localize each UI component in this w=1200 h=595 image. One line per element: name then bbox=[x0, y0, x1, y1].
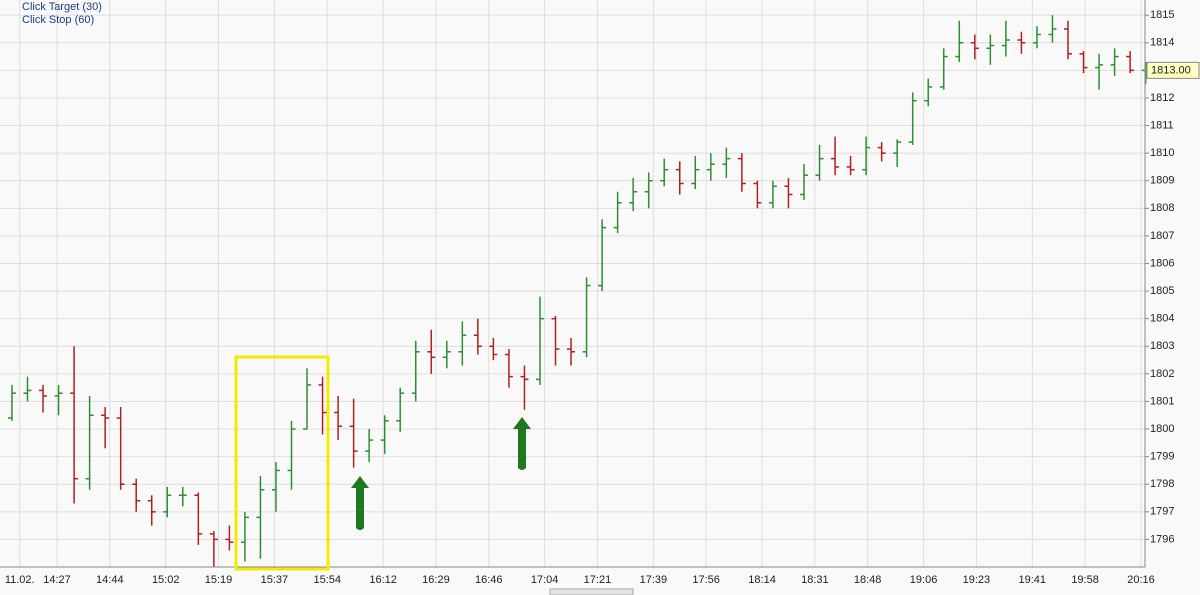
y-tick-label: 1800 bbox=[1150, 423, 1174, 435]
x-tick-label: 17:56 bbox=[692, 574, 720, 586]
x-tick-label: 17:39 bbox=[640, 574, 668, 586]
grid bbox=[0, 0, 1145, 567]
x-tick-label: 19:41 bbox=[1019, 574, 1047, 586]
legend-entry: Click Stop (60) bbox=[22, 14, 94, 26]
highlight-box bbox=[234, 355, 330, 571]
x-tick-label: 15:19 bbox=[205, 574, 233, 586]
scrollbar[interactable] bbox=[549, 588, 634, 595]
x-tick-label: 19:58 bbox=[1071, 574, 1099, 586]
x-tick-label: 11.02. bbox=[5, 574, 35, 586]
legend-entry: Click Target (30) bbox=[22, 1, 102, 13]
bars bbox=[7, 15, 1150, 567]
arrow bbox=[351, 476, 369, 530]
last-price-box bbox=[1146, 61, 1200, 79]
x-tick-label: 15:54 bbox=[313, 574, 341, 586]
x-tick-label: 19:23 bbox=[963, 574, 991, 586]
y-tick-label: 1812 bbox=[1150, 92, 1174, 104]
x-tick-label: 17:21 bbox=[584, 574, 612, 586]
y-tick-label: 1799 bbox=[1150, 451, 1174, 463]
y-tick-label: 1797 bbox=[1150, 506, 1174, 518]
y-tick-label: 1808 bbox=[1150, 202, 1174, 214]
x-tick-label: 17:04 bbox=[531, 574, 559, 586]
y-tick-label: 1796 bbox=[1150, 533, 1174, 545]
y-tick-label: 1804 bbox=[1150, 313, 1174, 325]
x-tick-label: 16:46 bbox=[475, 574, 503, 586]
y-tick-label: 1815 bbox=[1150, 9, 1174, 21]
y-tick-label: 1803 bbox=[1150, 340, 1174, 352]
x-tick-label: 18:48 bbox=[854, 574, 882, 586]
y-tick-label: 1810 bbox=[1150, 147, 1174, 159]
x-tick-label: 18:14 bbox=[748, 574, 776, 586]
y-tick-label: 1798 bbox=[1150, 478, 1174, 490]
x-tick-label: 16:29 bbox=[422, 574, 450, 586]
y-tick-label: 1811 bbox=[1150, 119, 1174, 131]
x-tick-label: 16:12 bbox=[369, 574, 397, 586]
x-tick-label: 20:16 bbox=[1127, 574, 1155, 586]
x-tick-label: 14:44 bbox=[96, 574, 124, 586]
x-tick-label: 18:31 bbox=[801, 574, 829, 586]
y-tick-label: 1801 bbox=[1150, 395, 1174, 407]
x-tick-label: 19:06 bbox=[910, 574, 938, 586]
y-tick-label: 1805 bbox=[1150, 285, 1174, 297]
x-tick-label: 15:37 bbox=[261, 574, 289, 586]
x-tick-label: 15:02 bbox=[152, 574, 180, 586]
y-tick-label: 1814 bbox=[1150, 37, 1174, 49]
arrow bbox=[513, 417, 531, 470]
y-tick-label: 1802 bbox=[1150, 368, 1174, 380]
y-tick-label: 1806 bbox=[1150, 257, 1174, 269]
y-tick-label: 1807 bbox=[1150, 230, 1174, 242]
y-tick-label: 1809 bbox=[1150, 175, 1174, 187]
x-tick-label: 14:27 bbox=[43, 574, 71, 586]
last-price-label: 1813.00 bbox=[1151, 64, 1191, 76]
